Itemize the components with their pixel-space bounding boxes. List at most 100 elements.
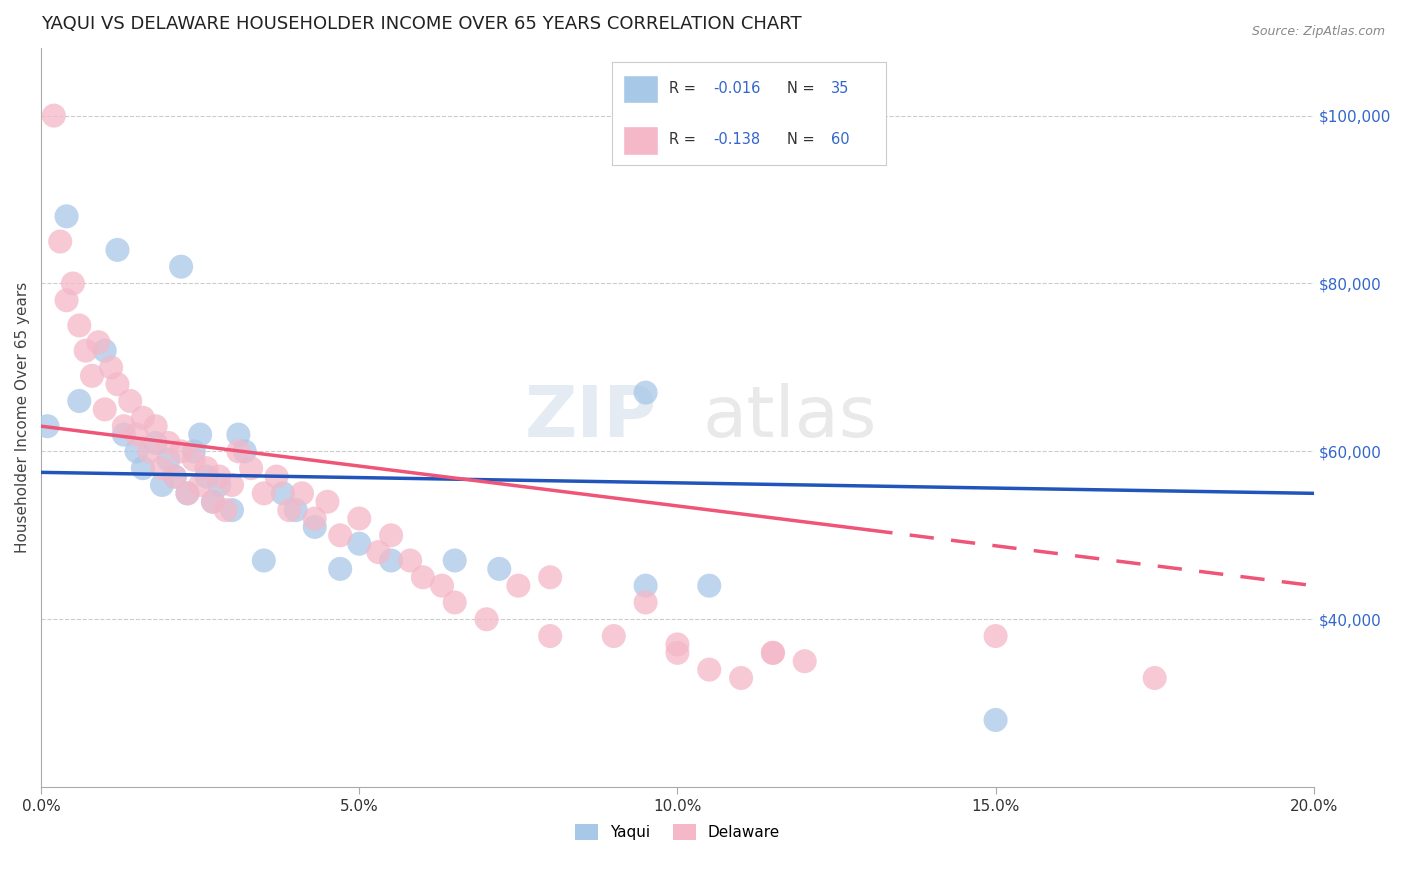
Text: -0.138: -0.138 — [713, 132, 761, 147]
Text: N =: N = — [787, 132, 820, 147]
Point — [163, 469, 186, 483]
Point — [163, 469, 186, 483]
Point — [412, 570, 434, 584]
Point — [221, 478, 243, 492]
Point — [762, 646, 785, 660]
Point — [329, 528, 352, 542]
Point — [634, 579, 657, 593]
Text: atlas: atlas — [703, 384, 877, 452]
Text: N =: N = — [787, 81, 820, 96]
Text: R =: R = — [669, 132, 700, 147]
Point — [367, 545, 389, 559]
Text: YAQUI VS DELAWARE HOUSEHOLDER INCOME OVER 65 YEARS CORRELATION CHART: YAQUI VS DELAWARE HOUSEHOLDER INCOME OVE… — [41, 15, 801, 33]
Point — [233, 444, 256, 458]
Point — [304, 520, 326, 534]
Point — [107, 243, 129, 257]
Point — [195, 469, 218, 483]
Point — [984, 713, 1007, 727]
Text: 60: 60 — [831, 132, 849, 147]
Bar — [623, 75, 658, 103]
Point — [443, 595, 465, 609]
Point — [107, 377, 129, 392]
Point — [170, 444, 193, 458]
Point — [125, 427, 148, 442]
Point — [62, 277, 84, 291]
Point — [112, 419, 135, 434]
Point — [132, 461, 155, 475]
Point — [201, 494, 224, 508]
Point — [55, 293, 77, 308]
Point — [55, 210, 77, 224]
Point — [349, 537, 371, 551]
Point — [120, 394, 142, 409]
Point — [538, 629, 561, 643]
Point — [1143, 671, 1166, 685]
Point — [329, 562, 352, 576]
Text: 35: 35 — [831, 81, 849, 96]
Point — [37, 419, 59, 434]
Point — [253, 486, 276, 500]
Text: Source: ZipAtlas.com: Source: ZipAtlas.com — [1251, 25, 1385, 38]
Point — [125, 444, 148, 458]
Point — [228, 427, 250, 442]
Point — [284, 503, 307, 517]
Point — [634, 595, 657, 609]
Point — [443, 553, 465, 567]
Point — [157, 436, 180, 450]
Point — [208, 469, 231, 483]
Point — [75, 343, 97, 358]
Point — [634, 385, 657, 400]
Point — [666, 646, 689, 660]
Point — [67, 394, 90, 409]
Point — [793, 654, 815, 668]
Point — [430, 579, 453, 593]
Point — [291, 486, 314, 500]
Text: R =: R = — [669, 81, 700, 96]
Point — [93, 343, 115, 358]
Point — [80, 368, 103, 383]
Point — [221, 503, 243, 517]
Point — [253, 553, 276, 567]
Point — [176, 486, 198, 500]
Point — [278, 503, 301, 517]
Point — [697, 579, 720, 593]
Point — [380, 528, 402, 542]
Point — [475, 612, 498, 626]
Point — [49, 235, 72, 249]
Point — [93, 402, 115, 417]
Point — [188, 427, 211, 442]
Point — [666, 637, 689, 651]
Point — [304, 511, 326, 525]
Point — [240, 461, 263, 475]
Point — [112, 427, 135, 442]
Point — [100, 360, 122, 375]
Point — [150, 461, 173, 475]
Point — [176, 486, 198, 500]
Point — [87, 335, 110, 350]
Point — [138, 444, 160, 458]
Legend: Yaqui, Delaware: Yaqui, Delaware — [568, 818, 786, 846]
Point — [538, 570, 561, 584]
Point — [349, 511, 371, 525]
Point — [67, 318, 90, 333]
Point — [762, 646, 785, 660]
Point — [188, 478, 211, 492]
Point — [399, 553, 422, 567]
Y-axis label: Householder Income Over 65 years: Householder Income Over 65 years — [15, 282, 30, 553]
Point — [170, 260, 193, 274]
Point — [157, 452, 180, 467]
Point — [150, 478, 173, 492]
Point — [208, 478, 231, 492]
Point — [195, 461, 218, 475]
Point — [984, 629, 1007, 643]
Point — [42, 109, 65, 123]
Bar — [623, 126, 658, 155]
Point — [214, 503, 236, 517]
Point — [730, 671, 752, 685]
Text: -0.016: -0.016 — [713, 81, 761, 96]
Point — [228, 444, 250, 458]
Point — [508, 579, 530, 593]
Point — [145, 436, 167, 450]
Point — [145, 419, 167, 434]
Point — [488, 562, 510, 576]
